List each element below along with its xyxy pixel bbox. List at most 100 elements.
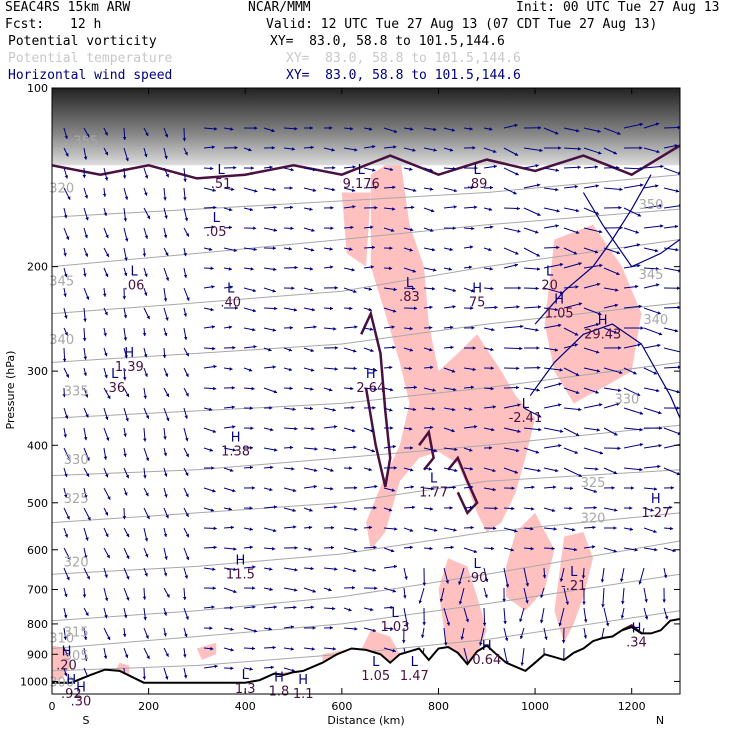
wind-vector [263,146,275,150]
wind-vector-head [433,148,437,152]
wind-vector-head [493,149,497,153]
wind-vector [123,347,128,359]
wind-vector-head [66,576,70,581]
wind-vector-head [185,556,190,561]
wind-vector-head [249,527,253,531]
wind-vector-head [613,549,617,553]
wind-vector [163,647,169,657]
wind-vector-head [570,486,574,491]
wind-vector-head [373,368,378,372]
wind-vector-head [635,284,639,289]
wind-vector-head [123,272,128,277]
wind-vector-head [142,253,147,257]
low-marker: L [213,211,221,226]
wind-vector-head [252,308,256,313]
wind-vector-head [537,365,541,370]
wind-vector [603,205,622,210]
wind-vector [563,527,576,532]
wind-vector [583,147,602,155]
wind-vector [103,507,109,516]
high-marker: H [472,282,482,297]
wind-vector-head [104,374,108,379]
wind-vector-head [331,187,336,192]
wind-vector [263,306,278,311]
wind-vector-head [389,167,394,172]
wind-vector [443,226,456,230]
wind-vector [583,487,598,493]
wind-vector [303,367,315,372]
init-time: Init: 00 UTC Tue 27 Aug 13 [516,0,720,15]
wind-vector-head [619,226,623,230]
wind-vector-head [537,212,541,216]
wind-vector-head [368,307,372,312]
wind-vector-head [450,325,454,330]
wind-vector [543,485,557,489]
wind-vector-head [389,246,393,250]
wind-vector-head [273,228,277,232]
wind-vector [63,467,68,478]
wind-vector-head [313,325,317,329]
wind-vector [203,626,213,630]
wind-vector-head [104,132,108,136]
wind-vector [643,587,648,603]
wind-vector [122,287,127,300]
wind-vector-shaft [543,263,564,269]
wind-vector [443,147,454,152]
wind-vector-head [669,526,674,531]
wind-vector-head [469,448,473,452]
theta-label: 310 [49,632,74,647]
wind-vector [663,526,674,531]
wind-vector-head [163,612,168,616]
wind-vector-head [102,193,107,197]
wind-vector [523,467,541,473]
wind-vector-head [598,311,602,316]
wind-vector [383,227,395,232]
theta-label: 345 [639,268,664,283]
wind-vector [363,327,374,331]
wind-vector-head [370,225,374,230]
wind-vector [523,527,534,531]
wind-vector-shaft [643,165,664,169]
wind-vector-head [212,567,216,571]
theta-contour [52,469,680,524]
extremum-value: 1.05 [361,669,390,684]
wind-vector [503,527,518,533]
wind-vector [183,147,188,156]
wind-vector-head [293,525,297,529]
extremum-value: 1.39 [115,360,144,375]
wind-vector [243,166,254,170]
wind-vector-head [409,348,413,352]
wind-vector-head [350,225,354,230]
wind-vector [63,607,68,619]
wind-vector-head [65,236,70,240]
wind-vector [62,387,67,398]
wind-vector-head [274,448,278,452]
wind-vector [122,507,127,520]
wind-vector [503,486,515,490]
wind-vector [283,487,297,493]
wind-vector-head [472,367,476,372]
wind-vector-head [408,366,412,371]
wind-vector [143,527,149,542]
pv-contour [447,455,479,516]
theta-contour [52,573,680,649]
wind-vector-head [249,406,253,410]
wind-vector [523,447,540,454]
wind-vector-head [228,267,232,271]
wind-vector-head [516,385,520,390]
wind-vector-head [332,448,337,452]
wind-vector-head [185,392,189,397]
wind-vector [122,127,127,141]
wind-vector-head [593,505,597,510]
wind-vector [323,447,337,452]
wind-vector [643,507,654,512]
wind-vector-head [472,346,476,350]
theta-contour [52,424,680,477]
wind-vector [663,406,680,410]
wind-vector-head [213,205,217,210]
wind-vector-head [352,568,357,573]
wind-vector [463,265,473,270]
wind-vector [403,607,409,627]
wind-vector [603,367,623,375]
wind-vector [203,605,215,609]
